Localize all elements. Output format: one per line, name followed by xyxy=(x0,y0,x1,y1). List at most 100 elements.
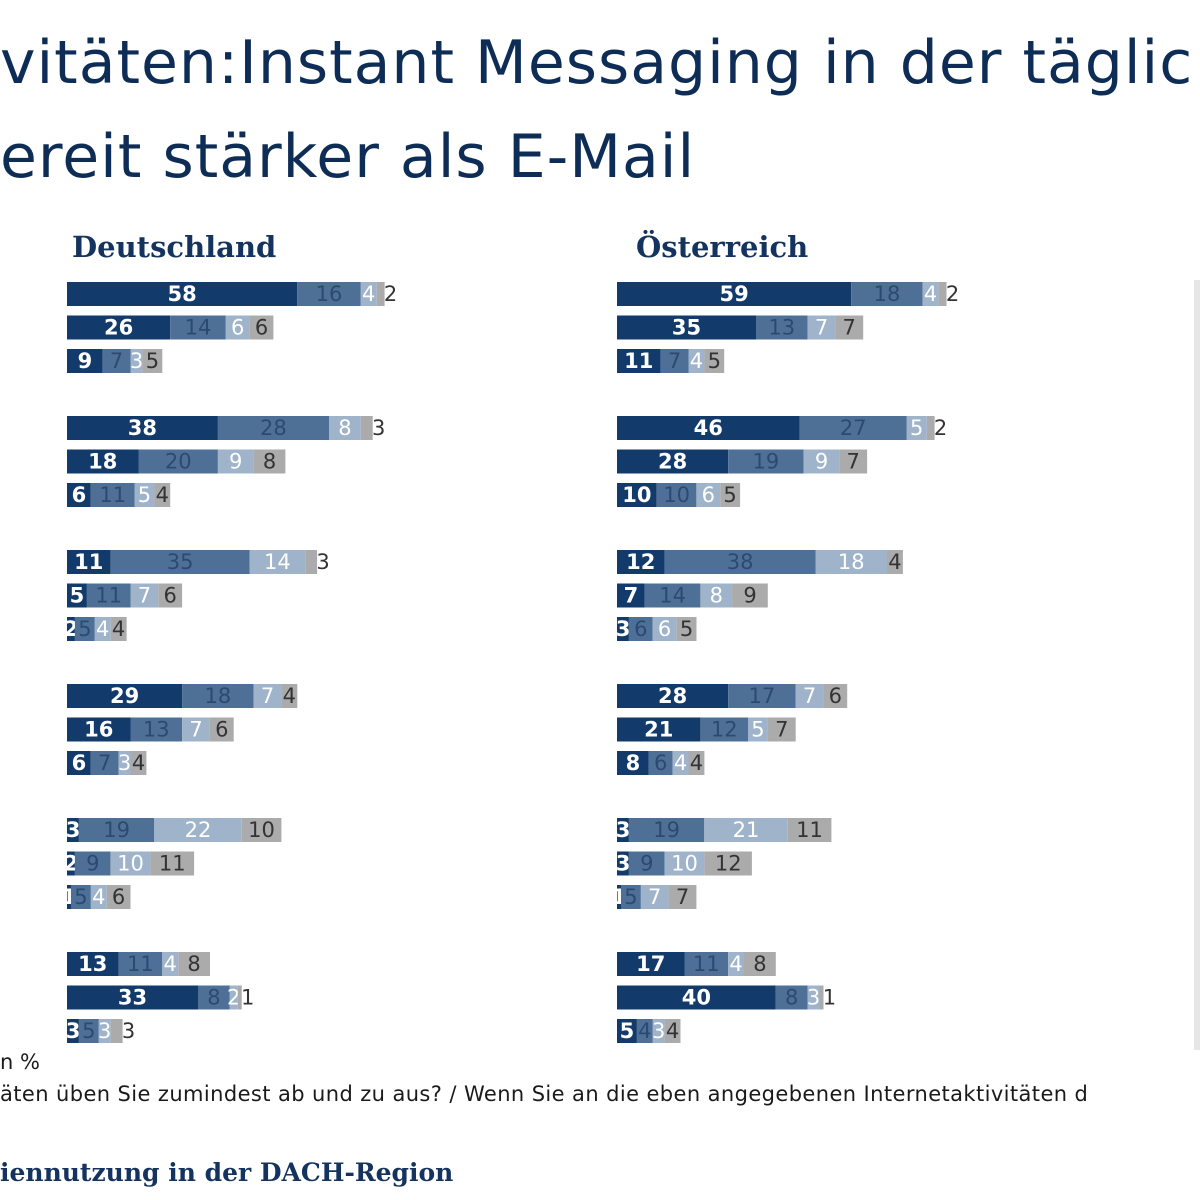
bar-data-label: 8 xyxy=(263,450,276,474)
bar-segment xyxy=(787,818,832,842)
bar-segment xyxy=(807,985,820,1010)
bar-segment xyxy=(67,617,75,641)
bar-segment xyxy=(67,684,183,708)
bar-data-label: 5 xyxy=(78,617,91,641)
bar-data-label: 20 xyxy=(165,450,192,474)
bar-data-label: 6 xyxy=(658,617,671,641)
bar-data-label: 6 xyxy=(72,751,87,775)
bar-segment xyxy=(67,985,198,1010)
bar-data-label: 7 xyxy=(847,450,860,474)
bar-data-label: 6 xyxy=(654,751,667,775)
bar-data-label: 46 xyxy=(694,416,723,440)
bar-segment xyxy=(67,282,298,306)
panel-title-deutschland: Deutschland xyxy=(72,230,277,264)
bar-segment xyxy=(78,1019,99,1043)
bar-segment xyxy=(67,1019,79,1043)
bar-data-label: 11 xyxy=(159,852,186,876)
bar-data-label: 5 xyxy=(74,885,87,909)
bar-data-label: 4 xyxy=(690,349,703,373)
bar-segment xyxy=(67,449,139,474)
bar-data-label: 2 xyxy=(946,282,959,306)
bar-segment xyxy=(138,449,218,474)
bar-segment xyxy=(767,717,796,742)
bar-data-label: 16 xyxy=(316,282,343,306)
bar-segment xyxy=(835,315,864,340)
bar-data-label: 8 xyxy=(753,952,766,976)
bar-segment xyxy=(728,449,804,474)
bar-data-label: 6 xyxy=(231,316,244,340)
bar-segment xyxy=(102,349,131,373)
bar-data-label: 7 xyxy=(624,584,639,608)
bar-data-label: 11 xyxy=(95,584,122,608)
bar-segment xyxy=(799,416,907,440)
bar-data-label: 7 xyxy=(775,718,788,742)
bar-data-label: 11 xyxy=(693,952,720,976)
bar-segment xyxy=(922,282,939,306)
bar-data-label: 4 xyxy=(674,751,687,775)
bar-segment xyxy=(154,818,242,842)
bar-segment xyxy=(617,952,685,976)
bar-data-label: 38 xyxy=(727,550,754,574)
bar-data-label: 8 xyxy=(207,986,220,1010)
bar-segment xyxy=(376,282,385,306)
bar-data-label: 5 xyxy=(82,1019,95,1043)
bar-segment xyxy=(652,617,677,641)
bar-data-label: 8 xyxy=(710,584,723,608)
bar-data-label: 40 xyxy=(682,986,711,1010)
bar-data-label: 10 xyxy=(622,483,651,507)
bar-segment xyxy=(67,851,75,876)
bar-segment xyxy=(906,416,927,440)
bar-data-label: 4 xyxy=(924,282,937,306)
bar-segment xyxy=(839,449,868,474)
bar-segment xyxy=(688,751,705,775)
bar-data-label: 35 xyxy=(167,550,194,574)
bar-segment xyxy=(926,416,935,440)
bar-segment xyxy=(237,985,242,1010)
chart-title-line-2: ereit stärker als E-Mail xyxy=(0,122,696,192)
bar-data-label: 4 xyxy=(96,617,109,641)
bar-data-label: 14 xyxy=(185,316,212,340)
bar-segment xyxy=(617,885,621,909)
bar-data-label: 7 xyxy=(138,584,151,608)
bar-segment xyxy=(249,550,306,574)
bar-segment xyxy=(360,416,373,440)
bar-data-label: 16 xyxy=(84,718,113,742)
bar-segment xyxy=(815,550,887,574)
bar-data-label: 26 xyxy=(104,316,133,340)
bar-data-label: 9 xyxy=(78,349,93,373)
bar-segment xyxy=(617,583,645,608)
bar-segment xyxy=(644,583,701,608)
bar-segment xyxy=(150,851,195,876)
bar-segment xyxy=(617,684,729,708)
bar-data-label: 10 xyxy=(671,852,698,876)
bar-segment xyxy=(617,449,729,474)
bar-segment xyxy=(617,751,649,775)
bar-segment xyxy=(67,349,103,373)
bar-segment xyxy=(67,483,91,507)
bar-segment xyxy=(110,851,151,876)
bar-data-label: 6 xyxy=(164,584,177,608)
bar-segment xyxy=(178,952,210,976)
bar-data-label: 7 xyxy=(815,316,828,340)
bar-segment xyxy=(158,583,183,608)
bar-data-label: 3 xyxy=(616,818,631,842)
bar-segment xyxy=(744,952,776,976)
bar-data-label: 8 xyxy=(338,416,351,440)
bar-data-label: 5 xyxy=(146,349,159,373)
bar-segment xyxy=(229,985,238,1010)
bar-segment xyxy=(617,282,852,306)
bar-segment xyxy=(621,885,641,909)
bar-data-label: 6 xyxy=(215,718,228,742)
bar-data-label: 58 xyxy=(167,282,196,306)
bar-segment xyxy=(700,583,733,608)
bar-segment xyxy=(253,684,282,708)
bar-data-label: 6 xyxy=(702,483,715,507)
bar-segment xyxy=(851,282,923,306)
bar-data-label: 3 xyxy=(118,751,131,775)
bar-segment xyxy=(90,483,135,507)
bar-segment xyxy=(684,952,729,976)
bar-data-label: 12 xyxy=(626,550,655,574)
bar-data-label: 27 xyxy=(840,416,867,440)
bar-data-label: 5 xyxy=(70,584,85,608)
bar-data-label: 14 xyxy=(264,550,291,574)
